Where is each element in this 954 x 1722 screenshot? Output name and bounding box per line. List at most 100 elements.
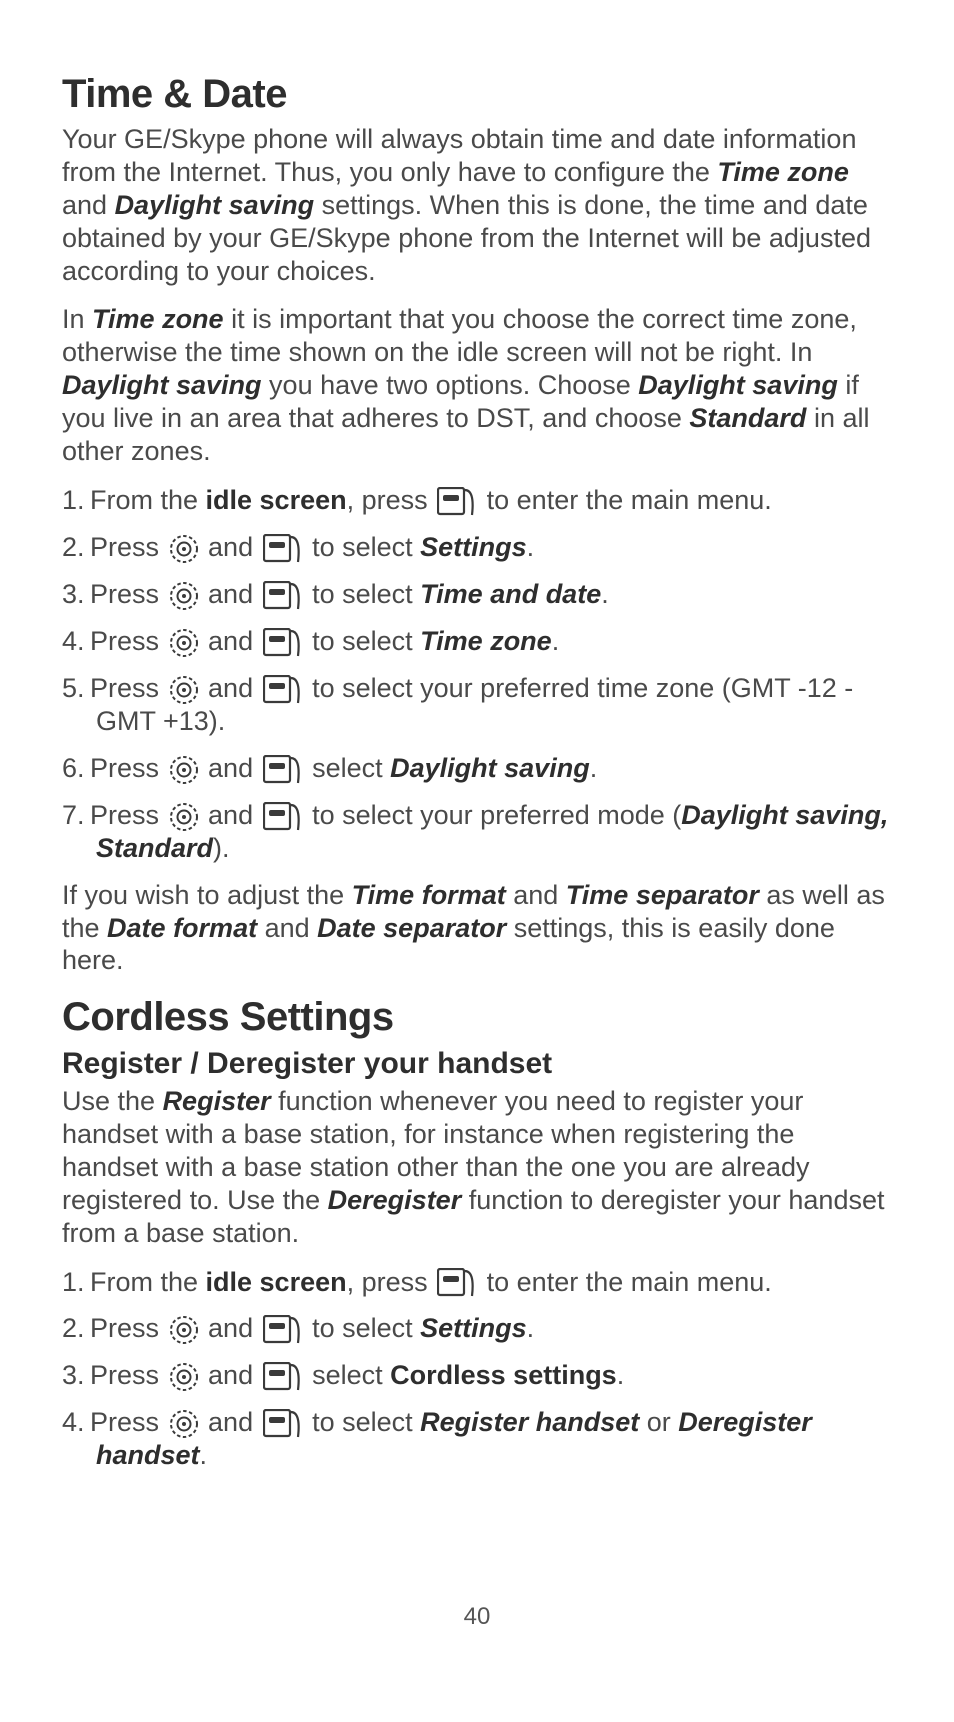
text: Press <box>90 753 167 783</box>
menu-key-icon <box>437 1268 477 1298</box>
text: Press <box>90 579 167 609</box>
paragraph: In Time zone it is important that you ch… <box>62 303 892 468</box>
step-item: 1.From the idle screen, press to enter t… <box>62 484 892 517</box>
step-item: 6.Press and select Daylight saving. <box>62 752 892 785</box>
step-number: 1. <box>62 484 90 517</box>
step-number: 6. <box>62 752 90 785</box>
menu-key-icon <box>263 1409 303 1439</box>
step-item: 7.Press and to select your preferred mod… <box>62 799 892 865</box>
text-bold-italic: Date separator <box>317 913 506 943</box>
text: and <box>201 753 261 783</box>
text-bold-italic: Time format <box>352 880 506 910</box>
step-number: 2. <box>62 1312 90 1345</box>
text-bold-italic: Daylight saving <box>115 190 315 220</box>
text: . <box>552 626 560 656</box>
text: and <box>201 1407 261 1437</box>
text-bold-italic: Settings <box>420 532 527 562</box>
menu-key-icon <box>263 1362 303 1392</box>
step-number: 7. <box>62 799 90 832</box>
text-bold: Cordless settings <box>390 1360 617 1390</box>
text: to select <box>305 626 421 656</box>
text-bold-italic: Daylight saving <box>62 370 262 400</box>
menu-key-icon <box>263 581 303 611</box>
step-item: 5.Press and to select your preferred tim… <box>62 672 892 738</box>
text: to enter the main menu. <box>479 1267 772 1297</box>
text: and <box>201 673 261 703</box>
step-number: 3. <box>62 1359 90 1392</box>
step-number: 2. <box>62 531 90 564</box>
text: In <box>62 304 92 334</box>
steps-list: 1.From the idle screen, press to enter t… <box>62 1266 892 1473</box>
text: Press <box>90 1313 167 1343</box>
nav-key-icon <box>169 1409 199 1439</box>
page-number: 40 <box>62 1602 892 1631</box>
step-number: 3. <box>62 578 90 611</box>
text: and <box>201 1360 261 1390</box>
text: , press <box>347 485 436 515</box>
paragraph: If you wish to adjust the Time format an… <box>62 879 892 978</box>
text: to select <box>305 532 421 562</box>
heading-cordless-settings: Cordless Settings <box>62 993 892 1042</box>
text: From the <box>90 485 206 515</box>
text: to select <box>305 1313 421 1343</box>
text-bold-italic: Daylight saving <box>390 753 590 783</box>
text: . <box>617 1360 625 1390</box>
text: and <box>201 626 261 656</box>
step-number: 1. <box>62 1266 90 1299</box>
text: and <box>201 1313 261 1343</box>
text: and <box>201 579 261 609</box>
text: Press <box>90 1407 167 1437</box>
nav-key-icon <box>169 802 199 832</box>
menu-key-icon <box>263 628 303 658</box>
nav-key-icon <box>169 675 199 705</box>
subheading-register: Register / Deregister your handset <box>62 1046 892 1083</box>
text-bold-italic: Time zone <box>717 157 849 187</box>
step-item: 3.Press and select Cordless settings. <box>62 1359 892 1392</box>
nav-key-icon <box>169 755 199 785</box>
heading-time-date: Time & Date <box>62 70 892 119</box>
step-number: 4. <box>62 1406 90 1439</box>
paragraph: Use the Register function whenever you n… <box>62 1085 892 1250</box>
text: to select <box>305 1407 421 1437</box>
menu-key-icon <box>263 534 303 564</box>
text-bold-italic: Date format <box>107 913 257 943</box>
text-bold-italic: Daylight saving <box>638 370 838 400</box>
text: to select your preferred mode ( <box>305 800 682 830</box>
text: Press <box>90 1360 167 1390</box>
paragraph: Your GE/Skype phone will always obtain t… <box>62 123 892 288</box>
text-bold-italic: Register handset <box>420 1407 639 1437</box>
nav-key-icon <box>169 1315 199 1345</box>
text-bold: idle screen <box>206 1267 347 1297</box>
text: . <box>601 579 609 609</box>
text: Press <box>90 673 167 703</box>
text-bold-italic: Time zone <box>420 626 552 656</box>
text: and <box>506 880 566 910</box>
nav-key-icon <box>169 628 199 658</box>
text: select <box>305 753 391 783</box>
text: select <box>305 1360 391 1390</box>
text: and <box>201 800 261 830</box>
nav-key-icon <box>169 534 199 564</box>
text: . <box>200 1440 208 1470</box>
text: Press <box>90 800 167 830</box>
nav-key-icon <box>169 581 199 611</box>
text: . <box>527 1313 535 1343</box>
text: you have two options. Choose <box>262 370 639 400</box>
menu-key-icon <box>263 755 303 785</box>
text: ). <box>213 833 230 863</box>
text-bold-italic: Settings <box>420 1313 527 1343</box>
text-bold-italic: Deregister <box>328 1185 462 1215</box>
menu-key-icon <box>263 802 303 832</box>
step-item: 3.Press and to select Time and date. <box>62 578 892 611</box>
menu-key-icon <box>263 1315 303 1345</box>
step-number: 4. <box>62 625 90 658</box>
menu-key-icon <box>437 487 477 517</box>
text: or <box>639 1407 678 1437</box>
text-bold-italic: Time separator <box>566 880 759 910</box>
step-item: 4.Press and to select Register handset o… <box>62 1406 892 1472</box>
text-bold-italic: Register <box>163 1086 271 1116</box>
text: to select <box>305 579 421 609</box>
step-item: 1.From the idle screen, press to enter t… <box>62 1266 892 1299</box>
step-number: 5. <box>62 672 90 705</box>
step-item: 2.Press and to select Settings. <box>62 531 892 564</box>
